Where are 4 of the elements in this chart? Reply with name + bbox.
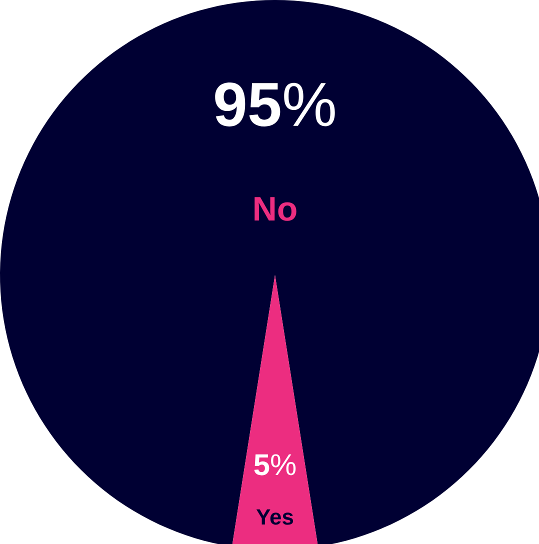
- slice-label: Yes: [256, 509, 294, 525]
- data-label: 5%: [254, 454, 296, 476]
- data-label: 95%: [215, 82, 335, 126]
- slice-label: No: [254, 197, 296, 221]
